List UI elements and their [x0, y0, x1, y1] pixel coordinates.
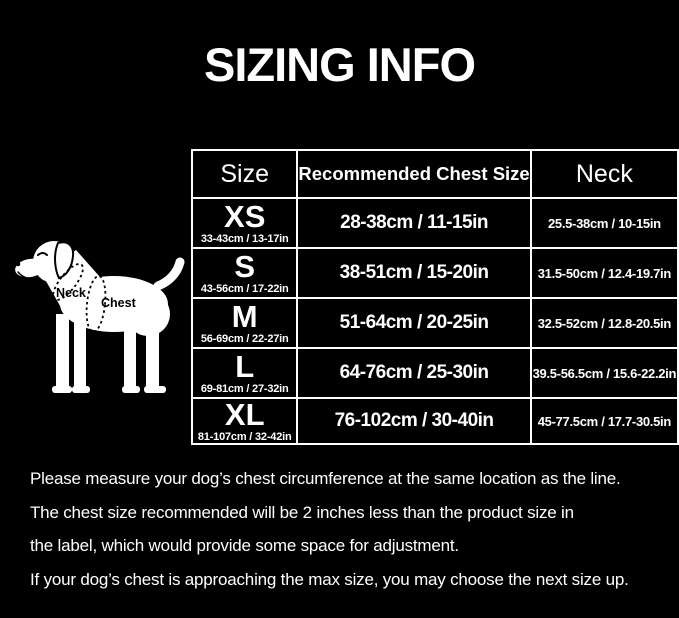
size-range: 81-107cm / 32-42in	[197, 431, 292, 443]
size-cell: M 56-69cm / 22-27in	[190, 297, 299, 349]
neck-cell: 39.5-56.5cm / 15.6-22.2in	[529, 347, 679, 399]
size-range: 43-56cm / 17-22in	[200, 283, 289, 295]
size-code: XS	[224, 199, 266, 234]
chest-cell: 76-102cm / 30-40in	[296, 397, 532, 445]
sizing-table: Size Recommended Chest Size Neck XS 33-4…	[190, 149, 679, 445]
column-header-neck: Neck	[529, 149, 679, 199]
size-code: XL	[224, 398, 265, 432]
neck-cell: 31.5-50cm / 12.4-19.7in	[529, 247, 679, 299]
page-title: SIZING INFO	[204, 38, 476, 91]
note-line-4: If your dog’s chest is approaching the m…	[30, 569, 629, 589]
chest-cell: 51-64cm / 20-25in	[296, 297, 532, 349]
table-row-xl: XL 81-107cm / 32-42in 76-102cm / 30-40in…	[190, 397, 679, 445]
dog-measurement-diagram: Neck Chest	[12, 222, 188, 398]
table-header-row: Size Recommended Chest Size Neck	[190, 149, 679, 199]
size-cell: XL 81-107cm / 32-42in	[190, 397, 299, 445]
size-range: 69-81cm / 27-32in	[200, 383, 289, 395]
size-cell: XS 33-43cm / 13-17in	[190, 197, 299, 249]
table-row-xs: XS 33-43cm / 13-17in 28-38cm / 11-15in 2…	[190, 197, 679, 249]
size-code: S	[234, 249, 256, 284]
chest-measure-line	[85, 275, 107, 333]
table-row-l: L 69-81cm / 27-32in 64-76cm / 25-30in 39…	[190, 347, 679, 399]
table-row-m: M 56-69cm / 22-27in 51-64cm / 20-25in 32…	[190, 297, 679, 349]
chest-cell: 64-76cm / 25-30in	[296, 347, 532, 399]
size-range: 56-69cm / 22-27in	[200, 333, 289, 345]
table-row-s: S 43-56cm / 17-22in 38-51cm / 15-20in 31…	[190, 247, 679, 299]
neck-measure-line	[52, 263, 84, 301]
neck-cell: 45-77.5cm / 17.7-30.5in	[529, 397, 679, 445]
size-code: M	[231, 299, 258, 334]
chest-cell: 28-38cm / 11-15in	[296, 197, 532, 249]
neck-cell: 25.5-38cm / 10-15in	[529, 197, 679, 249]
size-cell: S 43-56cm / 17-22in	[190, 247, 299, 299]
note-line-3: the label, which would provide some spac…	[30, 536, 459, 555]
chest-label: Chest	[101, 296, 137, 310]
measurement-notes: Please measure your dog’s chest circumfe…	[30, 462, 670, 596]
measurement-lines	[52, 263, 107, 333]
note-line-2: The chest size recommended will be 2 inc…	[30, 502, 574, 522]
note-line-1: Please measure your dog’s chest circumfe…	[30, 469, 621, 488]
dog-illustration: Neck Chest	[15, 241, 185, 393]
chest-cell: 38-51cm / 15-20in	[296, 247, 532, 299]
size-code: L	[235, 349, 255, 384]
neck-label: Neck	[56, 286, 86, 300]
neck-cell: 32.5-52cm / 12.8-20.5in	[529, 297, 679, 349]
column-header-chest: Recommended Chest Size	[296, 149, 532, 199]
column-header-size: Size	[190, 149, 299, 199]
size-cell: L 69-81cm / 27-32in	[190, 347, 299, 399]
size-range: 33-43cm / 13-17in	[200, 233, 289, 245]
